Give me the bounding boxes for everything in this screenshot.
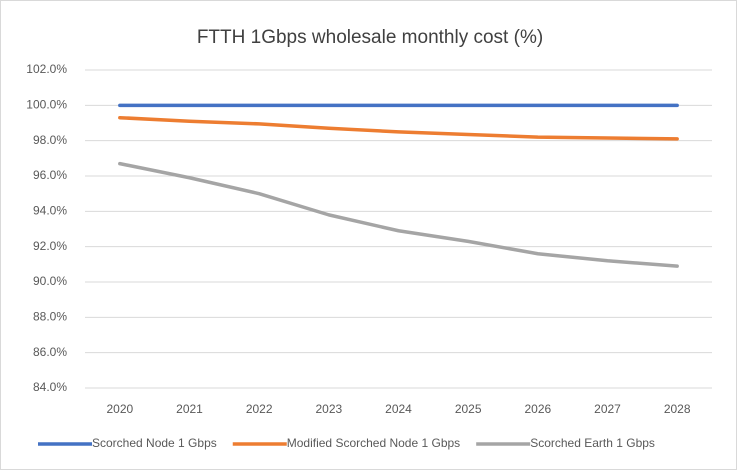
y-tick-label: 86.0% xyxy=(33,345,67,359)
chart-title: FTTH 1Gbps wholesale monthly cost (%) xyxy=(197,27,543,48)
y-tick-label: 84.0% xyxy=(33,380,67,394)
x-tick-label: 2025 xyxy=(455,402,482,416)
legend-label: Modified Scorched Node 1 Gbps xyxy=(287,436,460,450)
x-tick-label: 2024 xyxy=(385,402,412,416)
x-tick-label: 2021 xyxy=(176,402,203,416)
y-tick-label: 98.0% xyxy=(33,133,67,147)
x-tick-label: 2026 xyxy=(524,402,551,416)
y-tick-label: 102.0% xyxy=(26,62,67,76)
y-tick-label: 90.0% xyxy=(33,274,67,288)
y-tick-label: 94.0% xyxy=(33,204,67,218)
x-tick-label: 2028 xyxy=(664,402,691,416)
series-line xyxy=(118,115,679,141)
y-tick-label: 92.0% xyxy=(33,239,67,253)
x-tick-label: 2023 xyxy=(315,402,342,416)
x-tick-label: 2022 xyxy=(246,402,273,416)
x-tick-label: 2027 xyxy=(594,402,621,416)
x-tick-label: 2020 xyxy=(106,402,133,416)
y-tick-label: 96.0% xyxy=(33,168,67,182)
series-line xyxy=(118,161,679,268)
y-tick-label: 88.0% xyxy=(33,310,67,324)
legend-label: Scorched Node 1 Gbps xyxy=(92,436,217,450)
legend-label: Scorched Earth 1 Gbps xyxy=(530,436,655,450)
y-tick-label: 100.0% xyxy=(26,98,67,112)
